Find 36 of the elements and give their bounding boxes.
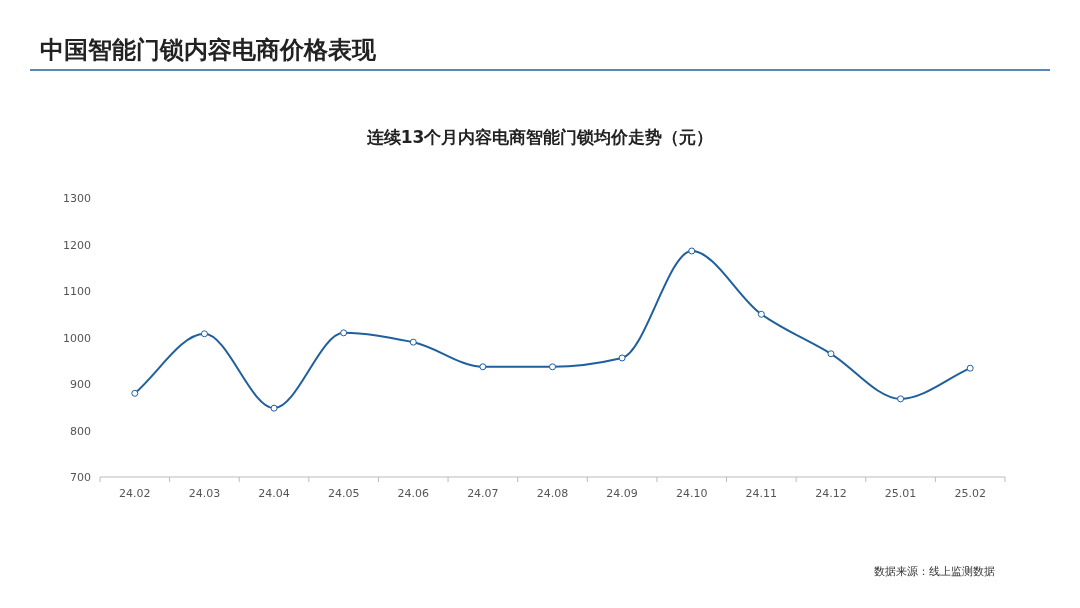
x-tick-label: 24.02 [119,487,151,500]
x-tick-label: 24.08 [536,487,569,500]
y-tick-label: 700 [70,471,91,484]
x-tick-label: 24.10 [675,487,708,500]
point [270,404,278,412]
x-tick-label: 24.12 [815,487,847,500]
point [827,350,835,358]
y-tick-label: 1000 [63,331,91,345]
point [200,330,208,338]
x-tick-label: 24.09 [606,487,638,500]
x-tick-label: 24.04 [258,487,290,500]
source-note: 数据来源：线上监测数据 [874,565,995,578]
x-tick-label: 24.03 [188,487,221,500]
chart-subtitle: 连续13个月内容电商智能门锁均价走势（元） [365,127,714,147]
y-tick-label: 800 [70,424,91,438]
chart-title: 中国智能门锁内容电商价格表现 [40,36,377,64]
point [549,363,556,371]
point [688,247,696,255]
point [340,329,348,337]
y-tick-label: 1200 [63,238,91,252]
x-tick-label: 25.02 [954,487,986,500]
point [618,354,626,362]
y-tick-label: 1300 [63,192,91,205]
point [757,310,765,318]
x-tick-label: 24.07 [467,487,499,500]
point [966,364,974,372]
y-tick-label: 900 [70,378,91,391]
y-tick-label: 1100 [63,285,91,298]
point [479,363,487,371]
point [409,338,417,346]
x-tick-label: 24.11 [745,487,778,500]
x-tick-label: 24.06 [397,487,430,500]
x-tick-label: 25.01 [884,487,917,500]
point [897,395,905,403]
x-tick-label: 24.05 [327,487,360,500]
point [131,389,139,397]
